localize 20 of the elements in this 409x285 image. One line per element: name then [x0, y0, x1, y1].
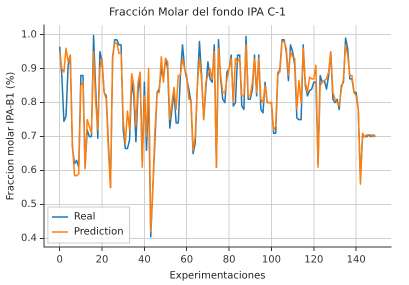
legend-label: Real: [74, 212, 96, 223]
x-tick-label: 80: [222, 254, 236, 266]
y-tick-label: 0.7: [20, 131, 37, 142]
x-tick-label: 0: [56, 254, 63, 266]
x-tick-label: 100: [262, 254, 281, 266]
y-axis-title: Fraccion molar IPA-B1 (%): [6, 72, 17, 200]
x-axis-title: Experimentaciones: [169, 270, 266, 282]
x-tick-label: 60: [180, 254, 194, 266]
x-tick-label: 120: [304, 254, 324, 266]
y-tick-label: 0.9: [20, 63, 37, 74]
legend-label: Prediction: [74, 226, 124, 238]
x-tick-label: 40: [138, 254, 151, 266]
y-tick-label: 0.5: [20, 199, 37, 210]
y-tick-label: 0.4: [20, 233, 37, 244]
y-tick-label: 1.0: [20, 29, 37, 40]
x-tick-label: 140: [346, 254, 366, 266]
y-tick-label: 0.6: [20, 165, 37, 176]
y-tick-label: 0.8: [20, 97, 37, 108]
chart-title: Fracción Molar del fondo IPA C-1: [108, 5, 286, 18]
x-tick-label: 20: [96, 254, 108, 266]
